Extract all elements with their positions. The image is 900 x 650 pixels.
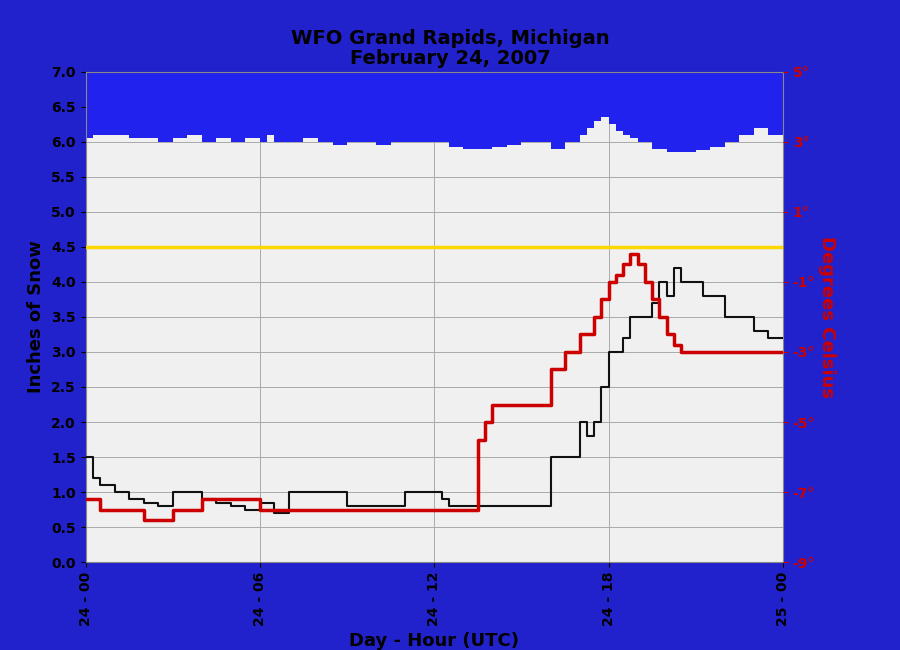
Y-axis label: Inches of Snow: Inches of Snow [28,240,46,393]
Text: WFO Grand Rapids, Michigan: WFO Grand Rapids, Michigan [291,29,609,48]
X-axis label: Day - Hour (UTC): Day - Hour (UTC) [349,632,519,650]
Text: February 24, 2007: February 24, 2007 [349,49,551,68]
Y-axis label: Degrees Celsius: Degrees Celsius [818,236,836,398]
